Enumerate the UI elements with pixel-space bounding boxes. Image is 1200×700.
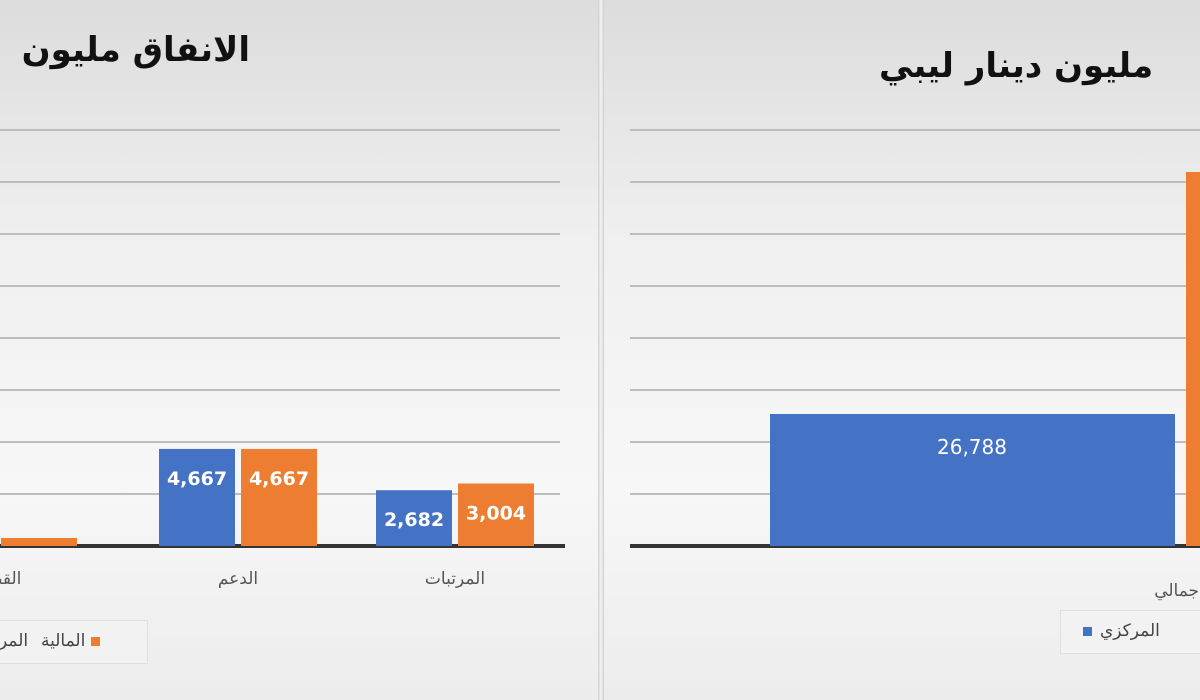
right-chart-title: مليون دينار ليبي	[879, 46, 1154, 86]
bar-central	[770, 414, 1175, 546]
left-chart-plot: القطبة 4,667 4,667 الدعم 2,682 3,004 المرتبات	[0, 129, 565, 589]
legend-swatch-orange	[91, 636, 101, 646]
bar-0-2	[376, 490, 452, 546]
legend-item-central-partial: المر	[0, 631, 28, 651]
data-label: 3,004	[466, 503, 526, 525]
left-chart-title: الانفاق مليون	[21, 30, 250, 70]
data-label: 4,667	[249, 468, 309, 490]
legend-label-central: المركزي	[1100, 621, 1160, 641]
bar-1-0	[1, 538, 77, 546]
right-chart-legend: المركزي	[1060, 610, 1200, 654]
left-chart-panel: القطبة4,6674,667الدعم2,6823,004المرتبات …	[0, 0, 598, 700]
right-chart-panel: 26,788 إجمالي مليون دينار ليبي المركزي	[604, 0, 1200, 700]
legend-label-finance: المالية	[41, 631, 86, 651]
bar-1-2	[458, 483, 534, 546]
left-chart-legend: المالية المر	[0, 620, 148, 664]
bar-0-1	[159, 448, 235, 546]
bar-orange-clipped	[1186, 172, 1200, 546]
data-label: 26,788	[937, 435, 1007, 459]
legend-item-finance: المالية	[41, 631, 101, 651]
category-label: المرتبات	[425, 569, 485, 589]
legend-item-central: المركزي	[1083, 621, 1160, 641]
data-label: 2,682	[384, 509, 444, 531]
category-label: القطبة	[0, 569, 21, 589]
right-chart-plot: 26,788 إجمالي	[630, 129, 1200, 601]
bar-1-1	[241, 448, 317, 546]
panel-divider	[598, 0, 604, 700]
legend-label-central-partial: المر	[0, 631, 29, 651]
legend-swatch-blue	[1083, 626, 1092, 636]
data-label: 4,667	[167, 468, 227, 490]
category-label: إجمالي	[1154, 581, 1200, 601]
category-label: الدعم	[218, 569, 258, 589]
